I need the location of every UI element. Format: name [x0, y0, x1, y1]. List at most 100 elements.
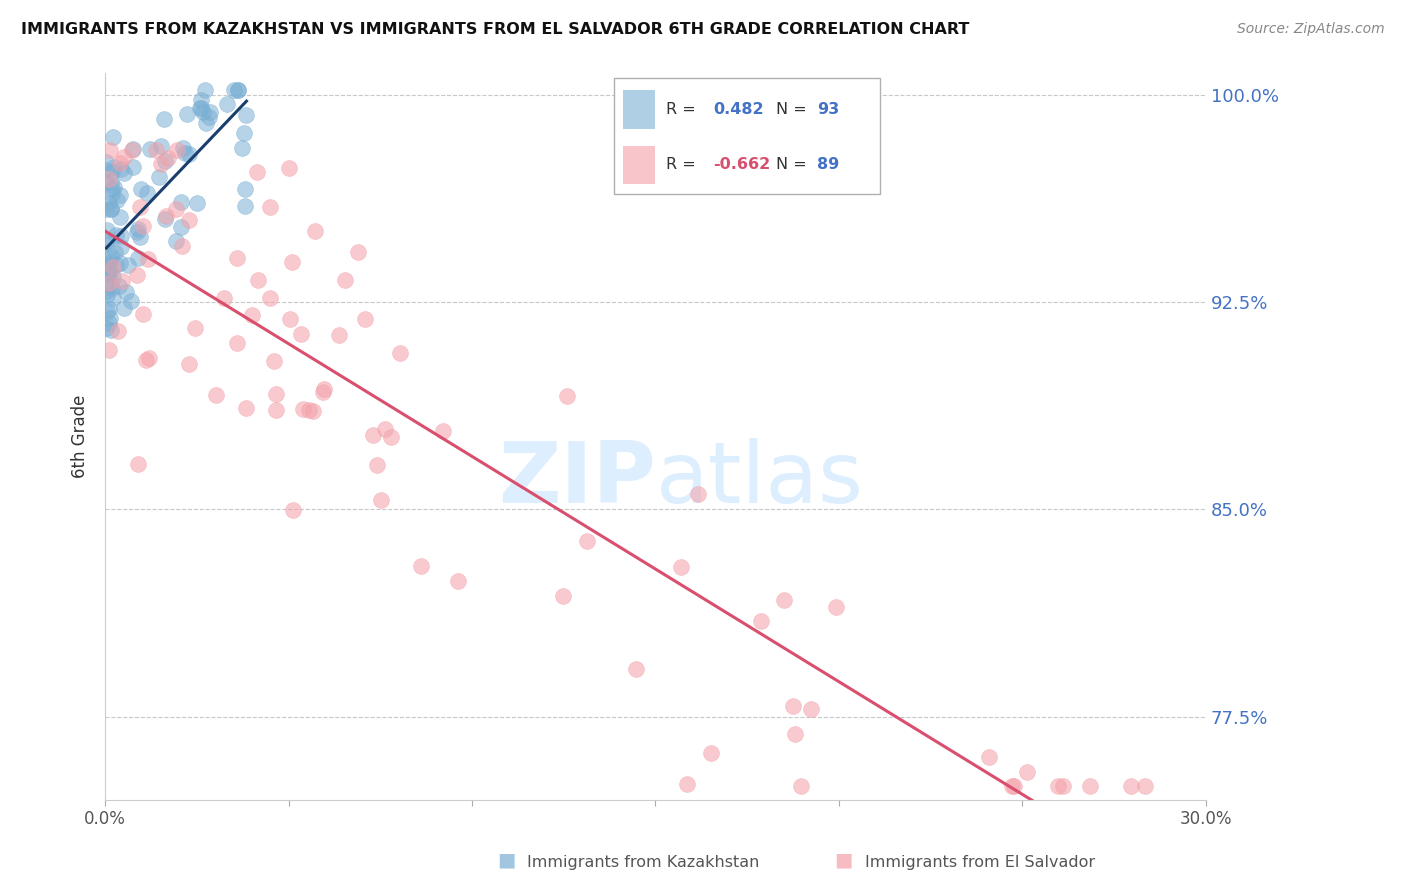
Point: [165, 234, 187, 248]
Point: [226, 82, 249, 96]
Point: [112, 150, 135, 164]
Text: N =: N =: [776, 102, 807, 117]
Point: [1133, 779, 1156, 793]
Point: [186, 196, 208, 211]
Point: [96, 320, 118, 334]
Point: [97, 302, 120, 317]
Text: -0.662: -0.662: [713, 157, 770, 172]
Text: IMMIGRANTS FROM KAZAKHSTAN VS IMMIGRANTS FROM EL SALVADOR 6TH GRADE CORRELATION : IMMIGRANTS FROM KAZAKHSTAN VS IMMIGRANTS…: [21, 22, 970, 37]
Point: [1001, 779, 1024, 793]
Point: [96, 267, 118, 281]
Point: [149, 139, 172, 153]
Point: [328, 328, 350, 343]
Point: [432, 424, 454, 438]
Point: [671, 560, 693, 574]
Point: [101, 260, 124, 274]
Point: [127, 251, 149, 265]
Point: [198, 104, 221, 119]
Point: [104, 258, 127, 272]
Point: [111, 274, 134, 288]
Point: [122, 160, 145, 174]
Point: [125, 225, 148, 239]
Point: [115, 285, 138, 300]
Point: [98, 266, 121, 280]
Point: [215, 96, 238, 111]
Text: N =: N =: [776, 157, 807, 172]
Point: [676, 777, 699, 791]
Point: [136, 186, 159, 201]
Point: [233, 126, 256, 140]
Point: [98, 144, 121, 158]
Text: 93: 93: [817, 102, 839, 117]
Point: [169, 219, 191, 234]
Point: [153, 211, 176, 226]
Point: [388, 346, 411, 360]
Point: [333, 272, 356, 286]
Point: [100, 249, 122, 263]
Point: [96, 163, 118, 178]
Point: [176, 107, 198, 121]
Point: [131, 182, 153, 196]
Point: [800, 702, 823, 716]
Point: [1052, 779, 1074, 793]
Point: [98, 310, 121, 325]
Point: [1002, 779, 1025, 793]
Point: [98, 251, 121, 265]
Point: [97, 277, 120, 291]
Point: [380, 430, 402, 444]
Point: [226, 335, 249, 350]
Point: [98, 343, 121, 358]
Point: [235, 108, 257, 122]
Text: R =: R =: [666, 157, 696, 172]
Point: [101, 281, 124, 295]
Text: Immigrants from El Salvador: Immigrants from El Salvador: [865, 855, 1095, 870]
Point: [127, 458, 149, 472]
Point: [108, 188, 131, 202]
Point: [112, 166, 135, 180]
Point: [149, 157, 172, 171]
Point: [96, 304, 118, 318]
Point: [298, 402, 321, 417]
Point: [290, 327, 312, 342]
Point: [139, 142, 162, 156]
Point: [121, 142, 143, 156]
Point: [96, 222, 118, 236]
Point: [103, 291, 125, 305]
Point: [132, 307, 155, 321]
Text: 0.482: 0.482: [713, 102, 763, 117]
Point: [108, 256, 131, 270]
Point: [188, 101, 211, 115]
Point: [247, 273, 270, 287]
Point: [132, 219, 155, 233]
Point: [259, 291, 281, 305]
Text: 89: 89: [817, 157, 839, 172]
Point: [825, 600, 848, 615]
Point: [129, 200, 152, 214]
Point: [117, 259, 139, 273]
Point: [700, 746, 723, 760]
Point: [447, 574, 470, 588]
Text: Immigrants from Kazakhstan: Immigrants from Kazakhstan: [527, 855, 759, 870]
Point: [153, 153, 176, 168]
Point: [174, 145, 197, 160]
Point: [112, 301, 135, 316]
Point: [98, 316, 121, 330]
Y-axis label: 6th Grade: 6th Grade: [72, 394, 89, 478]
Point: [97, 196, 120, 211]
Point: [235, 401, 257, 415]
Point: [101, 269, 124, 284]
Point: [155, 209, 177, 223]
Point: [135, 353, 157, 368]
Point: [228, 82, 250, 96]
Point: [1119, 779, 1142, 793]
Point: [98, 171, 121, 186]
Point: [177, 212, 200, 227]
Point: [292, 401, 315, 416]
Point: [104, 244, 127, 259]
Point: [553, 589, 575, 603]
FancyBboxPatch shape: [623, 90, 655, 128]
Point: [165, 202, 187, 216]
Point: [370, 492, 392, 507]
Point: [138, 351, 160, 366]
Point: [121, 144, 143, 158]
